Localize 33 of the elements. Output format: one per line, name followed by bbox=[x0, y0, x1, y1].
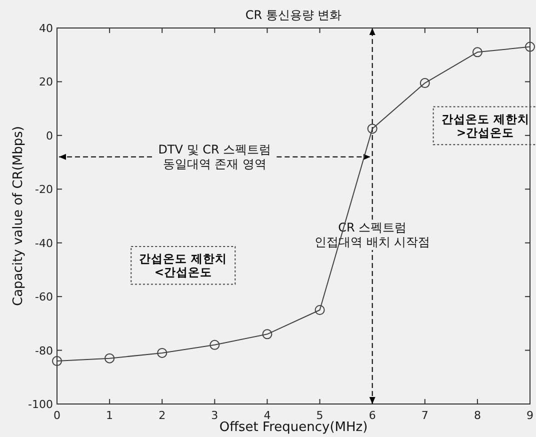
x-tick-label: 6 bbox=[368, 409, 376, 422]
point bbox=[104, 353, 115, 364]
x-tick-label: 9 bbox=[526, 409, 534, 422]
point bbox=[210, 340, 220, 350]
point bbox=[472, 47, 482, 58]
x-tick-label: 8 bbox=[474, 409, 481, 422]
point bbox=[157, 348, 168, 358]
point bbox=[314, 305, 325, 315]
point bbox=[420, 78, 430, 88]
annotation: 간섭온도 제한치 >간섭온도 bbox=[441, 112, 530, 140]
x-tick-label: 7 bbox=[421, 409, 428, 422]
y-tick-label: -20 bbox=[35, 183, 53, 196]
y-tick-label: 20 bbox=[39, 76, 53, 89]
annotation: 간섭온도 제한치 <간섭온도 bbox=[139, 251, 228, 280]
x-tick-label: 2 bbox=[158, 409, 166, 422]
point bbox=[52, 356, 62, 366]
x-tick-label: 4 bbox=[264, 409, 271, 422]
y-tick-label: 0 bbox=[46, 129, 53, 142]
point bbox=[525, 42, 535, 52]
annotation: DTV 및 CR 스펙트럼 동일대역 존재 영역 bbox=[158, 142, 272, 172]
point bbox=[367, 124, 378, 134]
y-tick-label: -60 bbox=[35, 290, 53, 304]
y-tick-label: -40 bbox=[35, 236, 53, 250]
point bbox=[262, 329, 272, 340]
y-tick-label: -100 bbox=[28, 398, 53, 411]
x-tick-label: 5 bbox=[316, 409, 324, 422]
y-tick-label: -80 bbox=[35, 344, 53, 358]
x-axis-title: Offset Frequency(MHz) bbox=[219, 420, 368, 435]
chart-title: CR 통신용량 변화 bbox=[245, 8, 342, 22]
x-tick-label: 1 bbox=[106, 409, 114, 422]
y-tick-label: 40 bbox=[39, 22, 53, 35]
x-tick-label: 3 bbox=[211, 409, 218, 422]
y-axis-title: Capacity value of CR(Mbps) bbox=[11, 126, 26, 306]
